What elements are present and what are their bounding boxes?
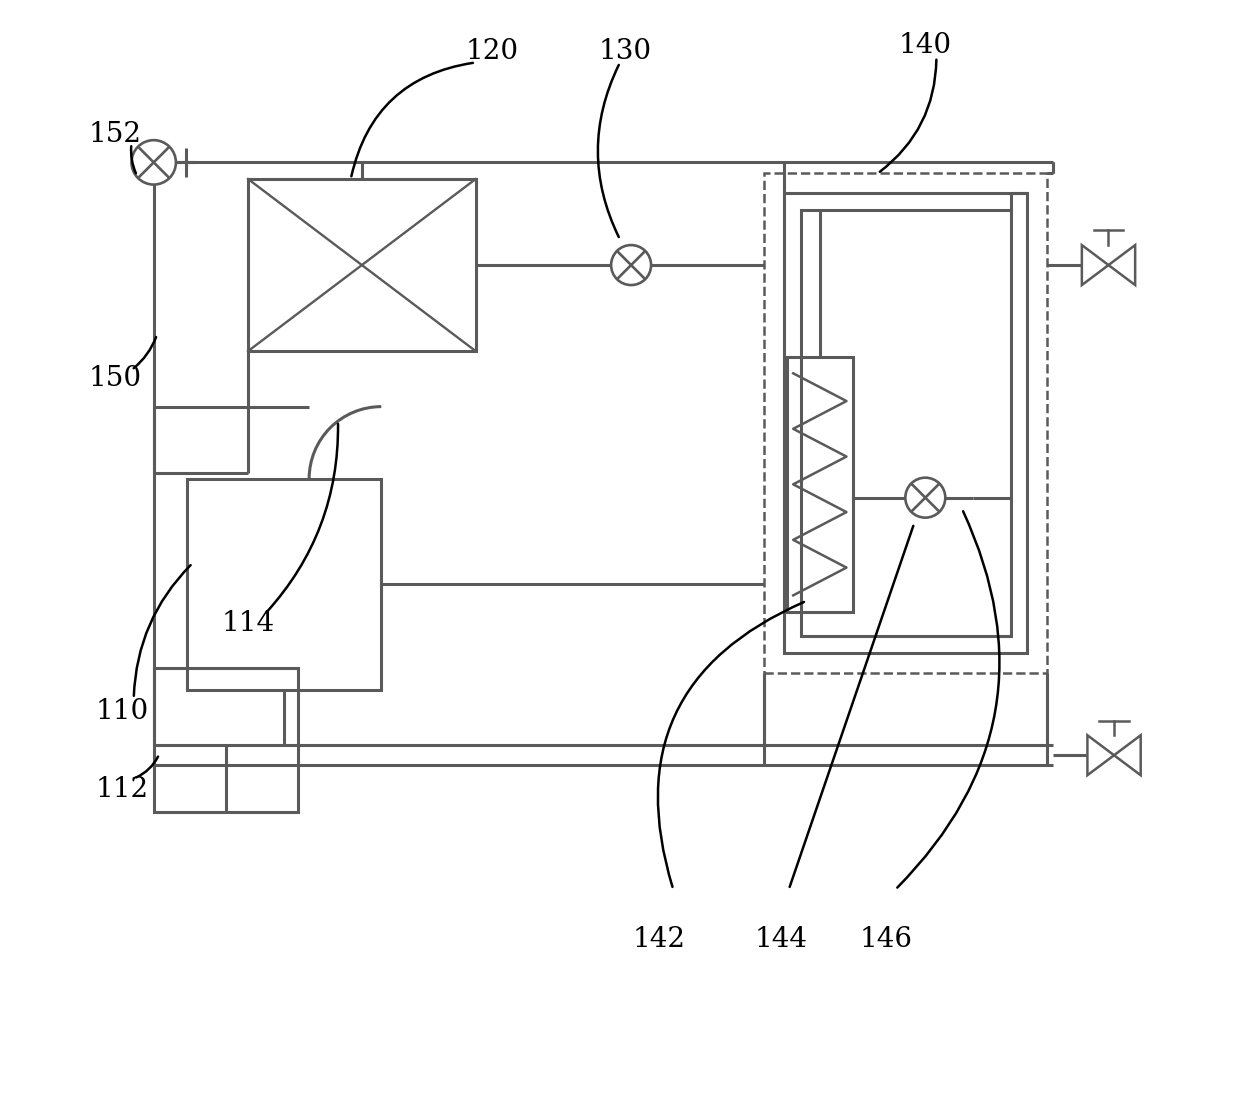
- Text: 130: 130: [599, 38, 652, 65]
- Text: 120: 120: [466, 38, 518, 65]
- Polygon shape: [1087, 736, 1114, 776]
- Text: 152: 152: [88, 121, 141, 148]
- Polygon shape: [1114, 736, 1141, 776]
- Text: 146: 146: [861, 926, 913, 953]
- Text: 150: 150: [88, 365, 141, 393]
- Polygon shape: [1081, 245, 1109, 285]
- Bar: [248, 179, 476, 351]
- Text: 112: 112: [95, 776, 149, 804]
- Bar: [801, 210, 1011, 637]
- Polygon shape: [1109, 245, 1135, 285]
- Circle shape: [131, 140, 176, 185]
- Bar: [154, 668, 298, 811]
- Text: 114: 114: [222, 610, 274, 637]
- Bar: [785, 194, 1028, 653]
- Circle shape: [905, 477, 945, 518]
- Text: 142: 142: [632, 926, 686, 953]
- Circle shape: [611, 245, 651, 285]
- Text: 144: 144: [754, 926, 807, 953]
- Bar: [764, 174, 1048, 673]
- Text: 110: 110: [95, 699, 149, 726]
- Bar: [187, 479, 382, 690]
- Bar: [786, 356, 853, 612]
- Text: 140: 140: [899, 32, 952, 59]
